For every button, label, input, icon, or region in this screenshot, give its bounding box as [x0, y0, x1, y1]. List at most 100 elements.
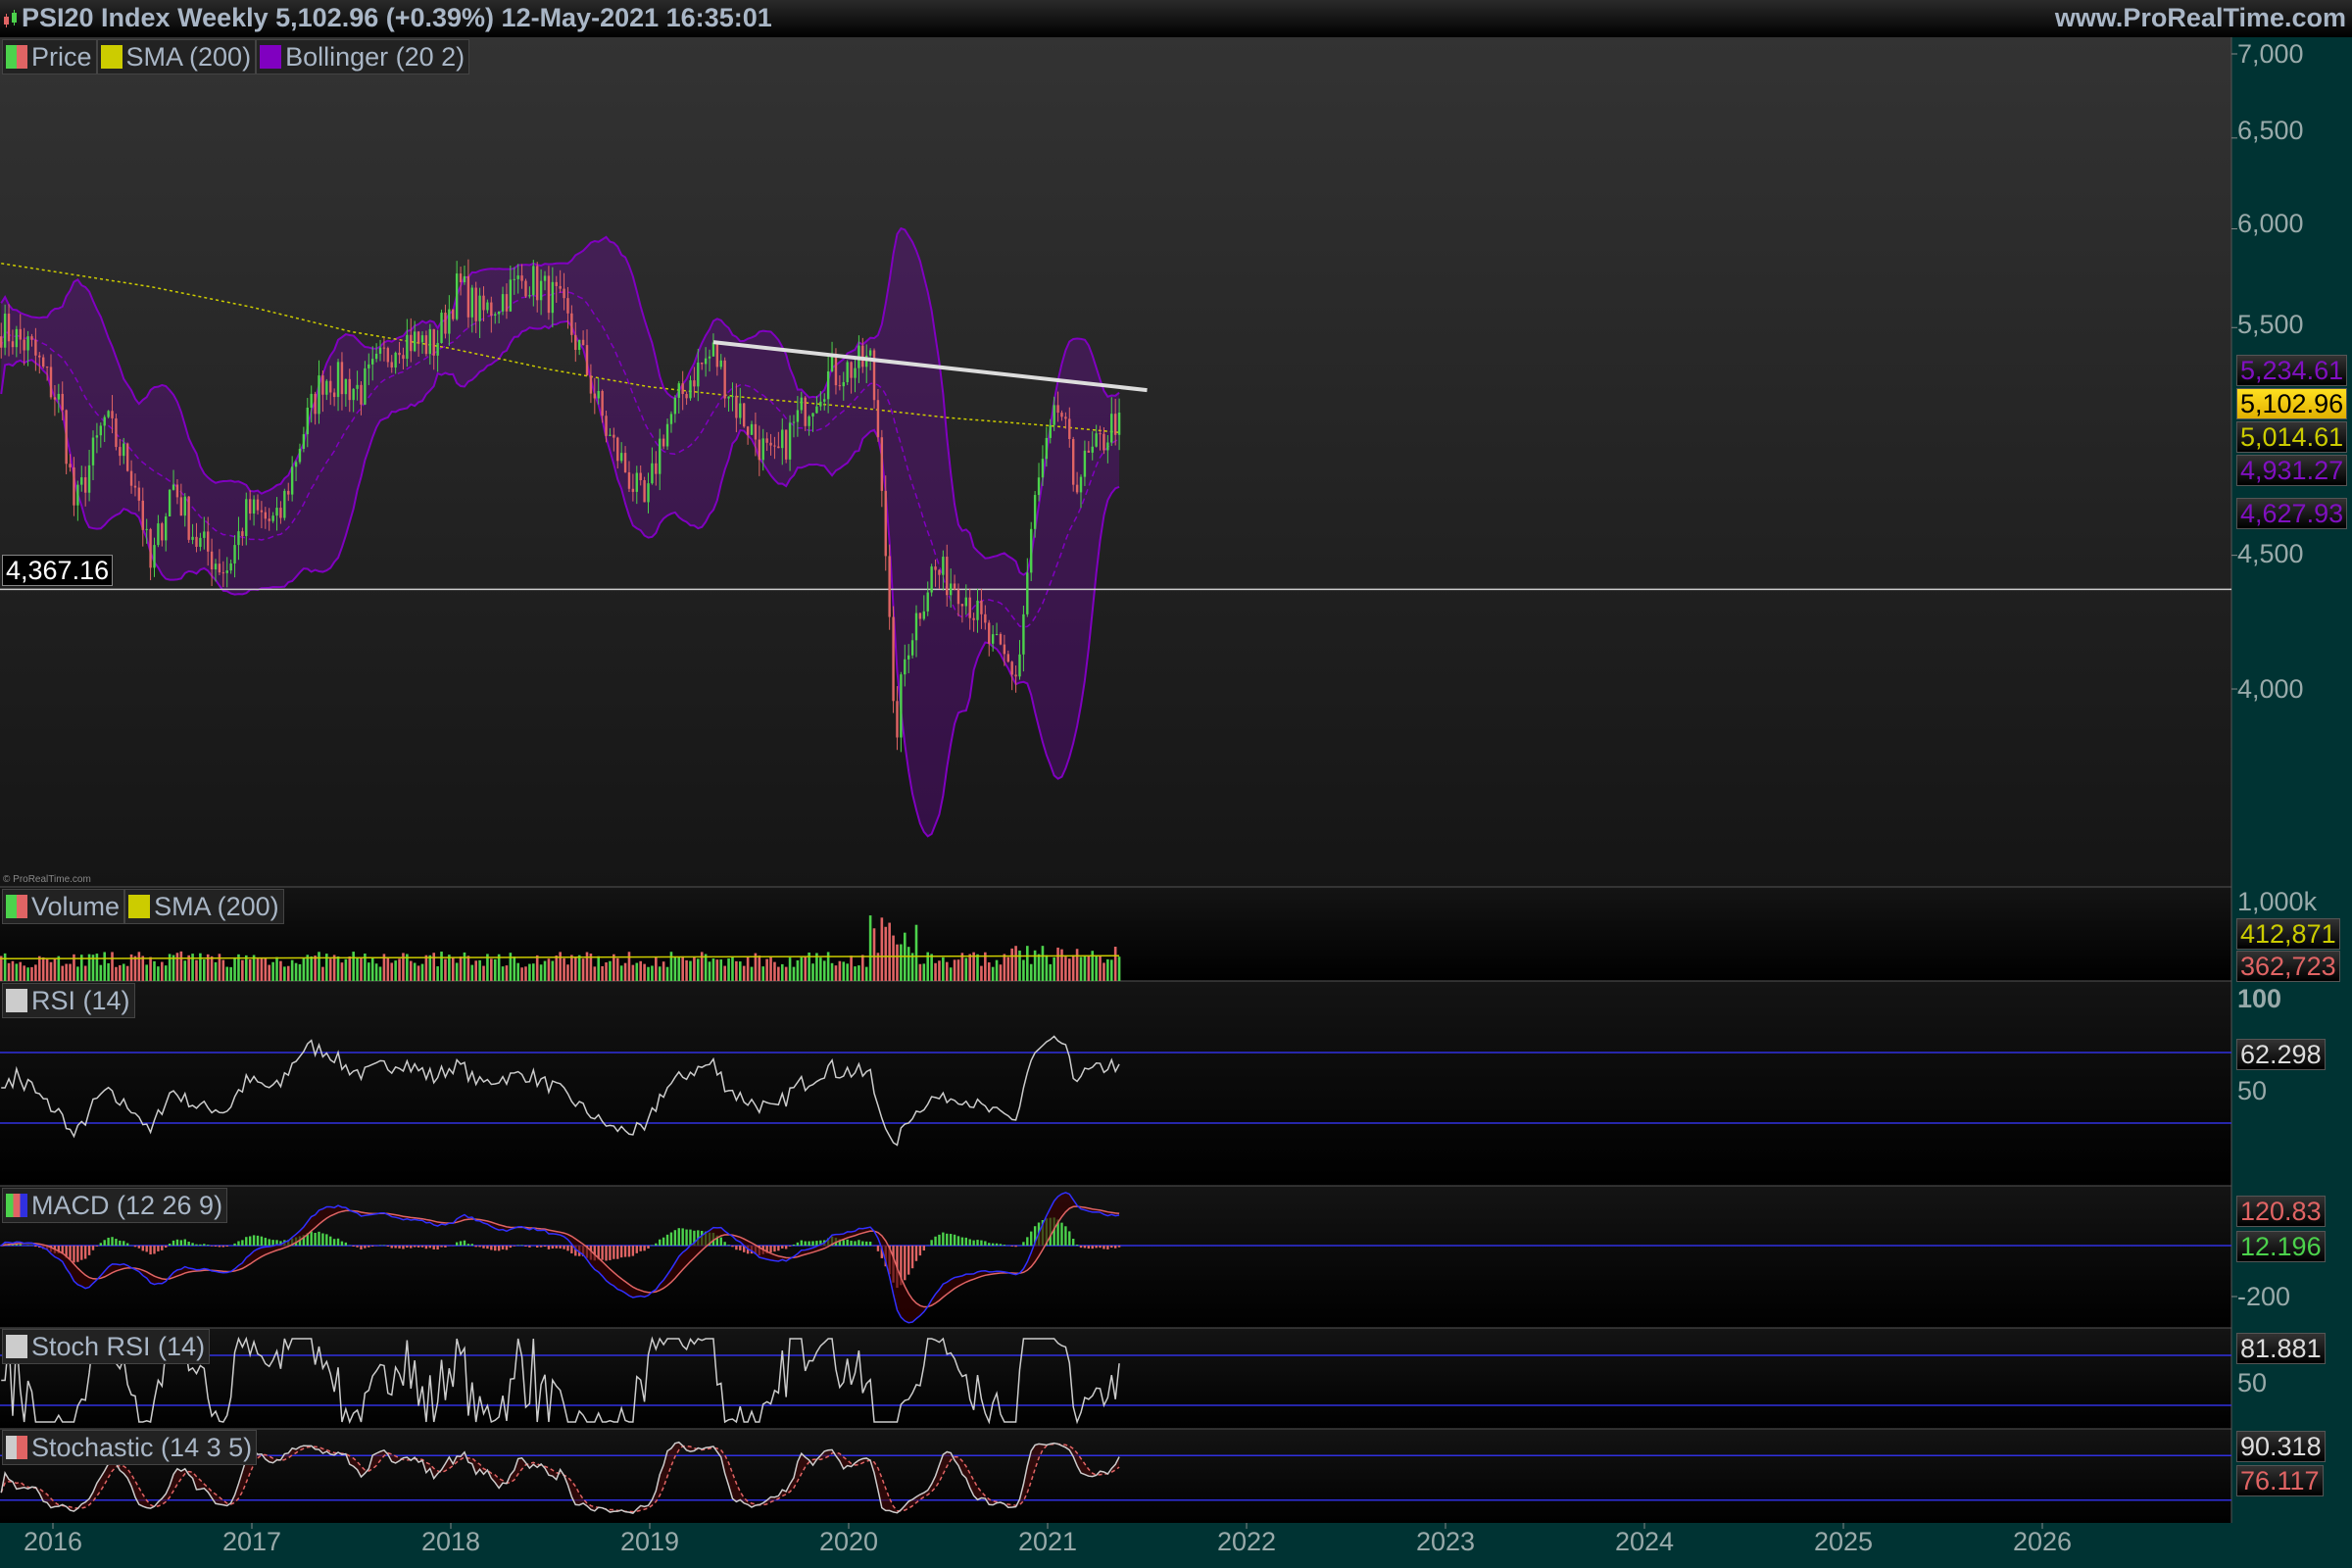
volume-bar — [938, 960, 941, 981]
macd-histogram-bar — [241, 1240, 244, 1246]
volume-bar — [623, 962, 627, 981]
candle — [360, 384, 363, 405]
trendline — [712, 340, 1148, 393]
macd-histogram-bar — [968, 1239, 971, 1246]
macd-histogram-bar — [918, 1246, 922, 1256]
candle — [80, 477, 83, 485]
legend-stochrsi[interactable]: Stoch RSI (14) — [2, 1329, 211, 1364]
volume-bar — [1087, 956, 1091, 981]
macd-histogram-bar — [416, 1246, 420, 1248]
candle — [386, 348, 390, 363]
volume-bar — [125, 965, 129, 981]
candle — [1083, 450, 1087, 477]
macd-histogram-bar — [356, 1246, 359, 1248]
volume-bar — [854, 966, 857, 981]
volume-bar — [164, 965, 168, 981]
candle — [172, 484, 175, 490]
legend-volume-sma[interactable]: SMA (200) — [124, 889, 284, 924]
macd-histogram-bar — [306, 1233, 309, 1246]
macd-histogram-bar — [946, 1233, 949, 1246]
volume-bar — [233, 956, 236, 981]
candle — [949, 583, 953, 596]
volume-bar — [41, 956, 45, 981]
legend-bollinger[interactable]: Bollinger (20 2) — [256, 39, 470, 74]
volume-bar — [516, 962, 519, 981]
stochastic-pane — [0, 1429, 2231, 1523]
macd-signal-line — [1, 1205, 1120, 1308]
volume-bar — [570, 955, 573, 981]
volume-bar — [336, 956, 340, 981]
volume-bar — [846, 963, 849, 981]
stoch-d-label: 76.117 — [2236, 1465, 2324, 1496]
macd-histogram-bar — [65, 1246, 68, 1258]
candle — [1068, 418, 1071, 440]
macd-histogram-bar — [858, 1240, 860, 1246]
macd-histogram-bar — [420, 1246, 424, 1248]
candle — [689, 380, 692, 399]
macd-histogram-bar — [168, 1243, 172, 1246]
macd-histogram-bar — [302, 1235, 306, 1246]
candle — [1075, 484, 1079, 493]
candle — [394, 352, 397, 368]
candle — [942, 557, 945, 575]
legend-rsi[interactable]: RSI (14) — [2, 983, 135, 1018]
legend-price[interactable]: Price — [2, 39, 97, 74]
legend-stochastic[interactable]: Stochastic (14 3 5) — [2, 1430, 258, 1465]
candle — [914, 612, 918, 641]
macd-histogram-bar — [788, 1246, 792, 1247]
candle — [922, 611, 926, 619]
legend-sma[interactable]: SMA (200) — [96, 39, 257, 74]
volume-bar — [95, 954, 99, 981]
year-tick: 2017 — [222, 1527, 282, 1556]
rsi-pane — [0, 981, 2231, 1186]
candle — [57, 393, 61, 400]
macd-histogram-bar — [221, 1246, 225, 1248]
horizontal-line-label[interactable]: 4,367.16 — [2, 555, 114, 586]
candle — [631, 488, 635, 492]
macd-histogram-bar — [846, 1239, 849, 1246]
macd-histogram-bar — [942, 1232, 945, 1246]
site-link[interactable]: www.ProRealTime.com — [2054, 3, 2346, 32]
macd-histogram-bar — [811, 1241, 814, 1246]
volume-bar — [880, 917, 884, 981]
stochrsi-value-label: 81.881 — [2236, 1333, 2326, 1364]
volume-bar — [1095, 956, 1098, 981]
candle — [953, 583, 956, 590]
legend-macd[interactable]: MACD (12 26 9) — [2, 1188, 228, 1223]
volume-bar — [119, 964, 122, 981]
macd-histogram-bar — [501, 1246, 505, 1250]
candle — [1049, 424, 1052, 438]
candle — [318, 375, 320, 415]
macd-histogram-bar — [662, 1237, 665, 1246]
candle — [478, 295, 481, 321]
volume-bar — [378, 966, 382, 981]
volume-bar — [7, 962, 11, 981]
legend-volume[interactable]: Volume — [2, 889, 125, 924]
macd-histogram-bar — [191, 1243, 194, 1246]
candle — [719, 360, 722, 368]
volume-bar — [834, 965, 838, 981]
candle — [651, 463, 654, 484]
candle — [842, 381, 845, 387]
candle — [420, 335, 424, 343]
candle — [1117, 413, 1121, 435]
price-tick: 4,500 — [2237, 539, 2304, 568]
volume-bar — [830, 962, 834, 981]
candle — [241, 531, 244, 537]
macd-histogram-bar — [1053, 1217, 1055, 1246]
candle — [727, 396, 730, 399]
macd-histogram-bar — [119, 1240, 122, 1246]
candle — [115, 417, 118, 448]
candle — [536, 266, 539, 301]
candle — [41, 357, 45, 368]
candle — [398, 352, 401, 356]
candle — [1037, 477, 1041, 496]
candle — [946, 557, 949, 596]
candle — [543, 275, 547, 281]
candle — [781, 429, 784, 449]
chart-canvas[interactable] — [0, 37, 2352, 1568]
candle — [332, 392, 336, 398]
rsi-tick: 100 — [2237, 984, 2282, 1013]
volume-bar — [69, 963, 72, 981]
volume-bar — [914, 924, 918, 981]
